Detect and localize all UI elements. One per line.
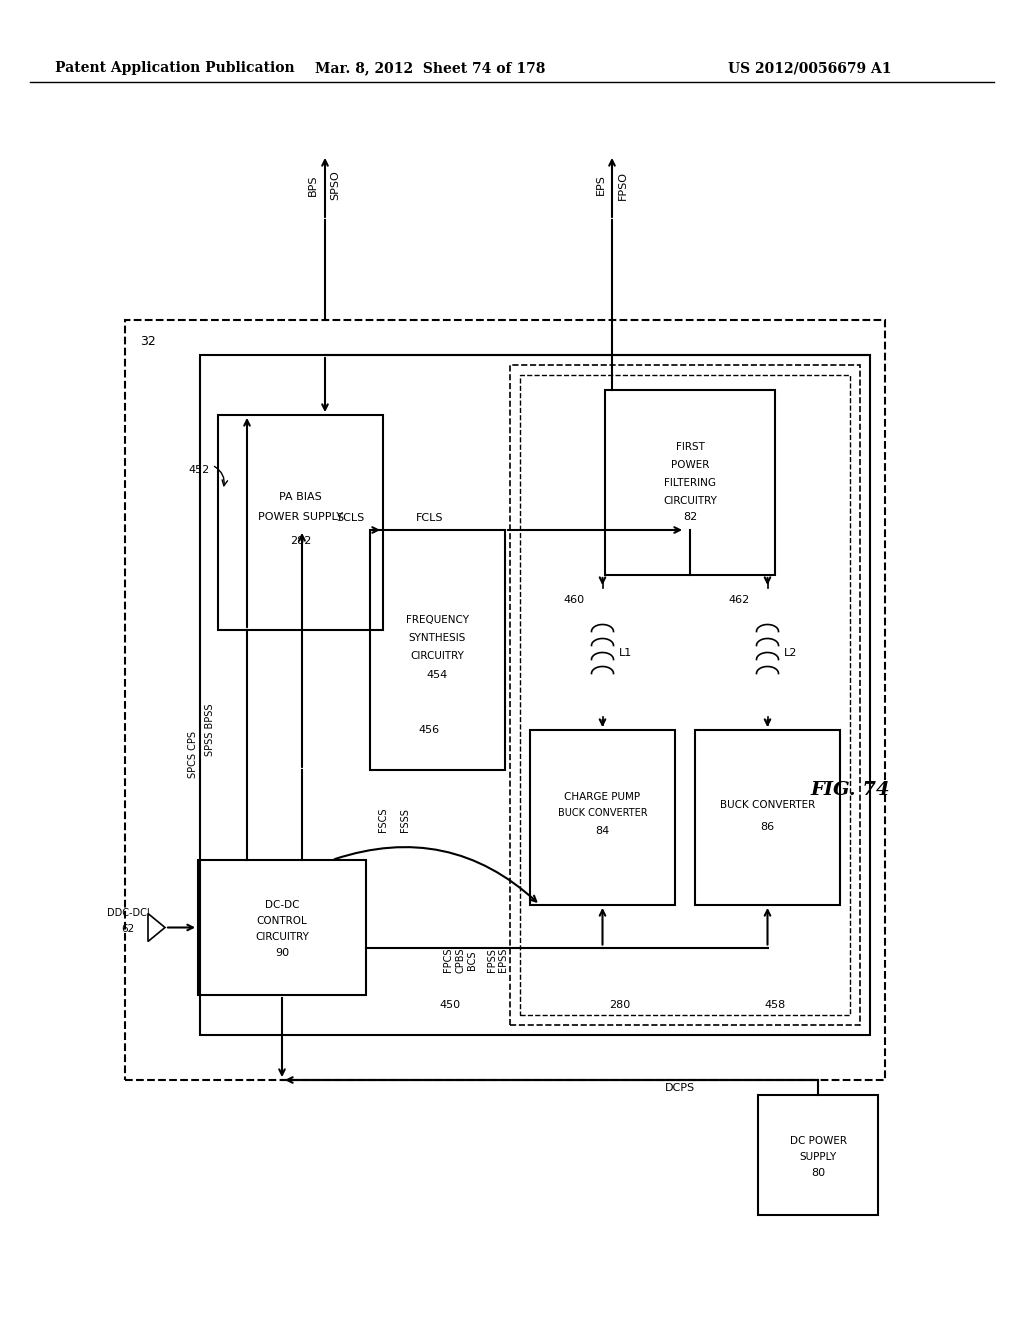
Text: FCLS: FCLS xyxy=(416,513,443,523)
Bar xyxy=(695,730,840,906)
Text: FSSS: FSSS xyxy=(400,808,410,832)
Text: FPSS: FPSS xyxy=(487,948,497,972)
Bar xyxy=(125,319,885,1080)
Text: 452: 452 xyxy=(188,465,210,475)
Text: Mar. 8, 2012  Sheet 74 of 178: Mar. 8, 2012 Sheet 74 of 178 xyxy=(314,61,545,75)
Text: 62: 62 xyxy=(122,924,134,935)
Text: FREQUENCY: FREQUENCY xyxy=(406,615,469,624)
Text: 280: 280 xyxy=(609,1001,631,1010)
Text: L2: L2 xyxy=(783,648,797,657)
Text: DC POWER: DC POWER xyxy=(790,1137,847,1146)
Text: 460: 460 xyxy=(563,595,585,605)
Text: CIRCUITRY: CIRCUITRY xyxy=(664,495,717,506)
Text: 90: 90 xyxy=(274,949,289,958)
Text: SYNTHESIS: SYNTHESIS xyxy=(409,634,466,643)
Bar xyxy=(605,389,775,576)
Text: CIRCUITRY: CIRCUITRY xyxy=(255,932,309,942)
Text: SPCS CPS: SPCS CPS xyxy=(188,731,198,779)
Text: BUCK CONVERTER: BUCK CONVERTER xyxy=(720,800,815,810)
Bar xyxy=(370,531,505,770)
Bar xyxy=(200,355,870,1035)
Text: EPSS: EPSS xyxy=(498,948,508,973)
Text: 82: 82 xyxy=(683,512,697,523)
Text: DC-DC: DC-DC xyxy=(265,900,299,911)
Text: 84: 84 xyxy=(595,826,609,837)
Text: Patent Application Publication: Patent Application Publication xyxy=(55,61,295,75)
Text: SUPPLY: SUPPLY xyxy=(800,1152,837,1162)
Bar xyxy=(530,730,675,906)
Text: 456: 456 xyxy=(419,725,440,735)
Text: DDC-DCI: DDC-DCI xyxy=(106,908,150,917)
Bar xyxy=(758,1096,878,1214)
Text: FSCS: FSCS xyxy=(378,808,388,832)
Text: 282: 282 xyxy=(290,536,311,545)
Text: FIRST: FIRST xyxy=(676,442,705,453)
Text: POWER: POWER xyxy=(671,459,710,470)
Text: DCPS: DCPS xyxy=(665,1082,695,1093)
Text: FPCS: FPCS xyxy=(443,948,453,973)
Text: SPSO: SPSO xyxy=(330,170,340,199)
Text: 462: 462 xyxy=(728,595,750,605)
Text: CIRCUITRY: CIRCUITRY xyxy=(411,651,465,661)
Bar xyxy=(520,375,850,1015)
Text: FIG. 74: FIG. 74 xyxy=(810,781,890,799)
Text: SCLS: SCLS xyxy=(336,513,365,523)
Text: 86: 86 xyxy=(761,822,774,833)
Text: 454: 454 xyxy=(427,671,449,680)
Text: CHARGE PUMP: CHARGE PUMP xyxy=(564,792,641,803)
Text: EPS: EPS xyxy=(596,174,606,195)
Text: POWER SUPPLY: POWER SUPPLY xyxy=(258,512,343,523)
Polygon shape xyxy=(148,913,165,941)
Text: US 2012/0056679 A1: US 2012/0056679 A1 xyxy=(728,61,892,75)
Text: 32: 32 xyxy=(140,335,156,348)
Bar xyxy=(510,366,860,1026)
Text: BCS: BCS xyxy=(467,950,477,970)
Text: 458: 458 xyxy=(764,1001,785,1010)
Text: 80: 80 xyxy=(811,1168,825,1177)
Bar xyxy=(218,414,383,630)
Text: FPSO: FPSO xyxy=(618,170,628,199)
Text: PA BIAS: PA BIAS xyxy=(280,492,322,503)
Text: BUCK CONVERTER: BUCK CONVERTER xyxy=(558,808,647,818)
Bar xyxy=(198,861,366,995)
Text: CONTROL: CONTROL xyxy=(257,916,307,927)
Text: L1: L1 xyxy=(618,648,632,657)
Text: CPBS: CPBS xyxy=(456,948,466,973)
Text: BPS: BPS xyxy=(308,174,318,195)
Text: SPSS BPSS: SPSS BPSS xyxy=(205,704,215,756)
Text: 450: 450 xyxy=(439,1001,461,1010)
Text: FILTERING: FILTERING xyxy=(664,478,716,487)
